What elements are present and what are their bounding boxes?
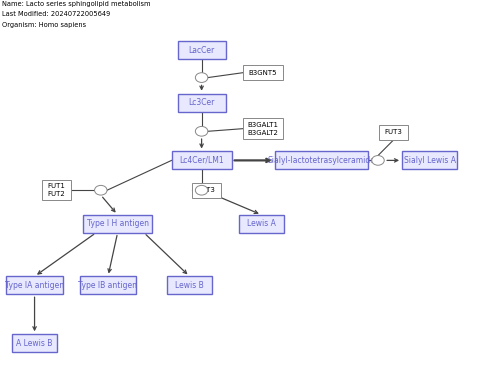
FancyBboxPatch shape xyxy=(243,118,283,139)
FancyBboxPatch shape xyxy=(83,215,153,233)
FancyBboxPatch shape xyxy=(243,65,283,80)
Text: FUT2: FUT2 xyxy=(48,191,65,197)
Text: FUT1: FUT1 xyxy=(48,183,66,189)
Circle shape xyxy=(95,185,107,195)
FancyBboxPatch shape xyxy=(192,183,221,198)
FancyBboxPatch shape xyxy=(178,94,226,112)
Text: A Lewis B: A Lewis B xyxy=(16,339,53,348)
FancyBboxPatch shape xyxy=(239,215,284,233)
Text: Type IA antigen: Type IA antigen xyxy=(5,281,64,290)
FancyBboxPatch shape xyxy=(80,276,136,294)
FancyBboxPatch shape xyxy=(379,125,408,140)
Circle shape xyxy=(195,185,208,195)
Circle shape xyxy=(195,126,208,136)
Text: Type IB antigen: Type IB antigen xyxy=(79,281,137,290)
Text: Lewis A: Lewis A xyxy=(247,219,276,228)
Text: B3GNT5: B3GNT5 xyxy=(249,70,277,76)
Text: Last Modified: 20240722005649: Last Modified: 20240722005649 xyxy=(2,11,111,17)
Text: Sialyl-lactotetrasylceramide: Sialyl-lactotetrasylceramide xyxy=(268,156,375,165)
Circle shape xyxy=(372,156,384,165)
FancyBboxPatch shape xyxy=(402,151,457,169)
Text: FUT3: FUT3 xyxy=(384,129,403,135)
Text: Type I H antigen: Type I H antigen xyxy=(86,219,149,228)
Text: Lc4Cer/LM1: Lc4Cer/LM1 xyxy=(180,156,224,165)
FancyBboxPatch shape xyxy=(6,276,63,294)
Text: Sialyl Lewis A: Sialyl Lewis A xyxy=(404,156,456,165)
Text: Organism: Homo sapiens: Organism: Homo sapiens xyxy=(2,22,86,28)
FancyBboxPatch shape xyxy=(42,180,71,201)
Text: Lewis B: Lewis B xyxy=(175,281,204,290)
Text: Lc3Cer: Lc3Cer xyxy=(189,98,215,107)
Text: B3GALT2: B3GALT2 xyxy=(248,130,278,136)
Circle shape xyxy=(195,73,208,82)
Text: Name: Lacto series sphingolipid metabolism: Name: Lacto series sphingolipid metaboli… xyxy=(2,1,151,7)
FancyBboxPatch shape xyxy=(178,41,226,59)
FancyBboxPatch shape xyxy=(172,151,231,169)
FancyBboxPatch shape xyxy=(167,276,212,294)
Text: FUT3: FUT3 xyxy=(197,187,216,193)
Text: LacCer: LacCer xyxy=(189,46,215,55)
FancyBboxPatch shape xyxy=(275,151,369,169)
FancyBboxPatch shape xyxy=(12,334,58,352)
Text: B3GALT1: B3GALT1 xyxy=(248,122,278,128)
